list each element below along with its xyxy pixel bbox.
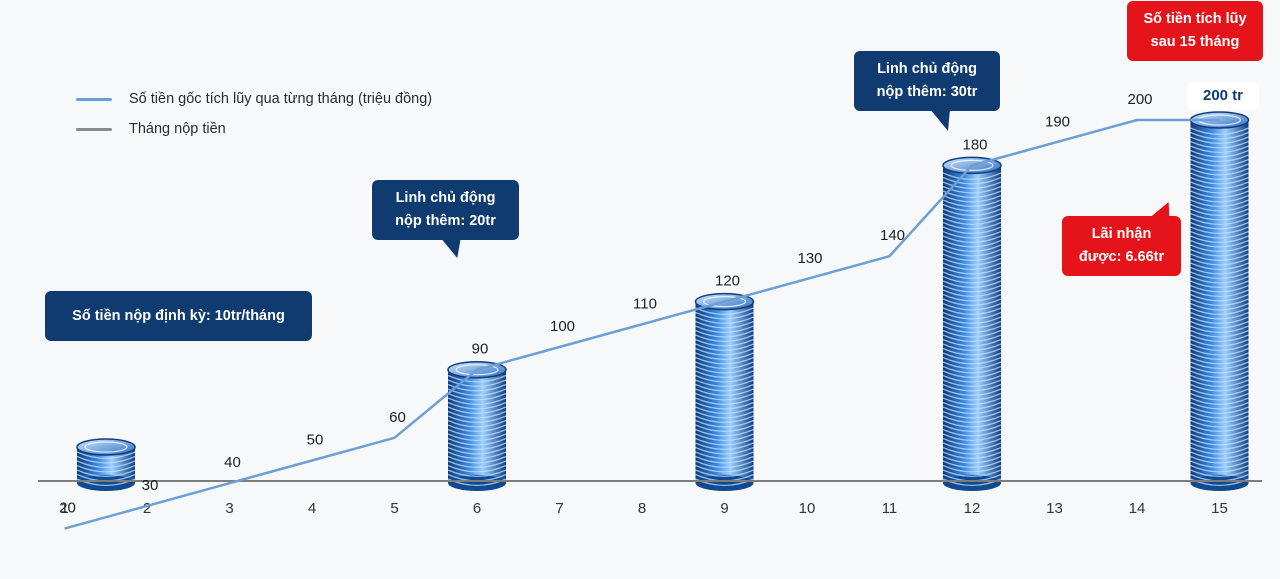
coin-stack-month-6 — [447, 360, 507, 491]
x-tick-label-8: 8 — [638, 500, 646, 517]
data-label-month-11: 140 — [880, 227, 905, 244]
x-tick-label-12: 12 — [964, 500, 981, 517]
legend: Số tiền gốc tích lũy qua từng tháng (tri… — [76, 84, 432, 144]
callout-regular-deposit-text: Số tiền nộp định kỳ: 10tr/tháng — [72, 308, 285, 324]
data-label-month-10: 130 — [797, 250, 822, 267]
callout-extra-30: Linh chủ động nộp thêm: 30tr — [854, 51, 1000, 131]
data-label-month-8: 110 — [633, 295, 657, 312]
callout-total-text: Số tiền tích lũy sau 15 tháng — [1143, 11, 1247, 50]
data-label-month-9: 120 — [715, 273, 740, 290]
coin-stack-month-1 — [76, 438, 136, 491]
callout-regular-deposit: Số tiền nộp định kỳ: 10tr/tháng — [45, 291, 312, 341]
x-tick-label-2: 2 — [143, 500, 151, 517]
x-tick-label-4: 4 — [308, 500, 316, 517]
x-tick-label-3: 3 — [225, 500, 233, 517]
legend-item-deposit: Tháng nộp tiền — [76, 114, 432, 144]
callout-extra-30-text: Linh chủ động nộp thêm: 30tr — [876, 61, 978, 100]
series-line — [64, 118, 1220, 530]
x-tick-label-14: 14 — [1129, 500, 1146, 517]
legend-swatch-line — [76, 97, 112, 101]
x-tick-label-6: 6 — [473, 500, 481, 517]
data-label-month-1: 20 — [59, 500, 76, 517]
legend-label-principal: Số tiền gốc tích lũy qua từng tháng (tri… — [129, 91, 433, 107]
x-tick-label-15: 15 — [1211, 500, 1228, 517]
data-label-month-12: 180 — [962, 136, 987, 153]
coin-stack-month-15 — [1189, 111, 1250, 491]
coin-stacks — [76, 111, 1250, 491]
x-tick-label-1: 1 — [60, 500, 68, 517]
data-label-month-14: 200 — [1127, 91, 1152, 108]
data-label-month-3: 40 — [224, 454, 241, 471]
data-label-month-5: 60 — [389, 409, 406, 426]
callout-extra-20-text: Linh chủ động nộp thêm: 20tr — [395, 190, 496, 229]
x-tick-label-13: 13 — [1046, 500, 1063, 517]
coin-stack-month-12 — [942, 156, 1002, 491]
x-tick-label-11: 11 — [882, 500, 898, 517]
callout-total-after-15: Số tiền tích lũy sau 15 tháng — [1127, 1, 1263, 61]
x-tick-label-7: 7 — [555, 500, 563, 517]
data-label-month-7: 100 — [550, 318, 575, 335]
callout-interest: Lãi nhận được: 6.66tr — [1062, 202, 1181, 276]
data-label-month-2: 30 — [142, 477, 159, 494]
data-label-month-6: 90 — [472, 341, 489, 358]
callout-interest-text: Lãi nhận được: 6.66tr — [1078, 226, 1165, 265]
data-label-month-13: 190 — [1045, 114, 1070, 131]
x-tick-label-10: 10 — [799, 500, 816, 517]
legend-item-principal: Số tiền gốc tích lũy qua từng tháng (tri… — [76, 84, 432, 114]
legend-swatch-axis — [76, 127, 112, 131]
x-tick-labels: 1 2 3 4 5 6 7 8 9 10 11 12 13 14 15 — [60, 500, 1228, 517]
final-amount-label: 200 tr — [1187, 82, 1259, 110]
coin-stack-month-9 — [694, 292, 755, 491]
legend-label-deposit: Tháng nộp tiền — [129, 121, 226, 137]
x-tick-label-9: 9 — [720, 500, 728, 517]
data-label-month-4: 50 — [307, 432, 324, 449]
callout-extra-20: Linh chủ động nộp thêm: 20tr — [372, 180, 519, 258]
x-tick-label-5: 5 — [390, 500, 398, 517]
